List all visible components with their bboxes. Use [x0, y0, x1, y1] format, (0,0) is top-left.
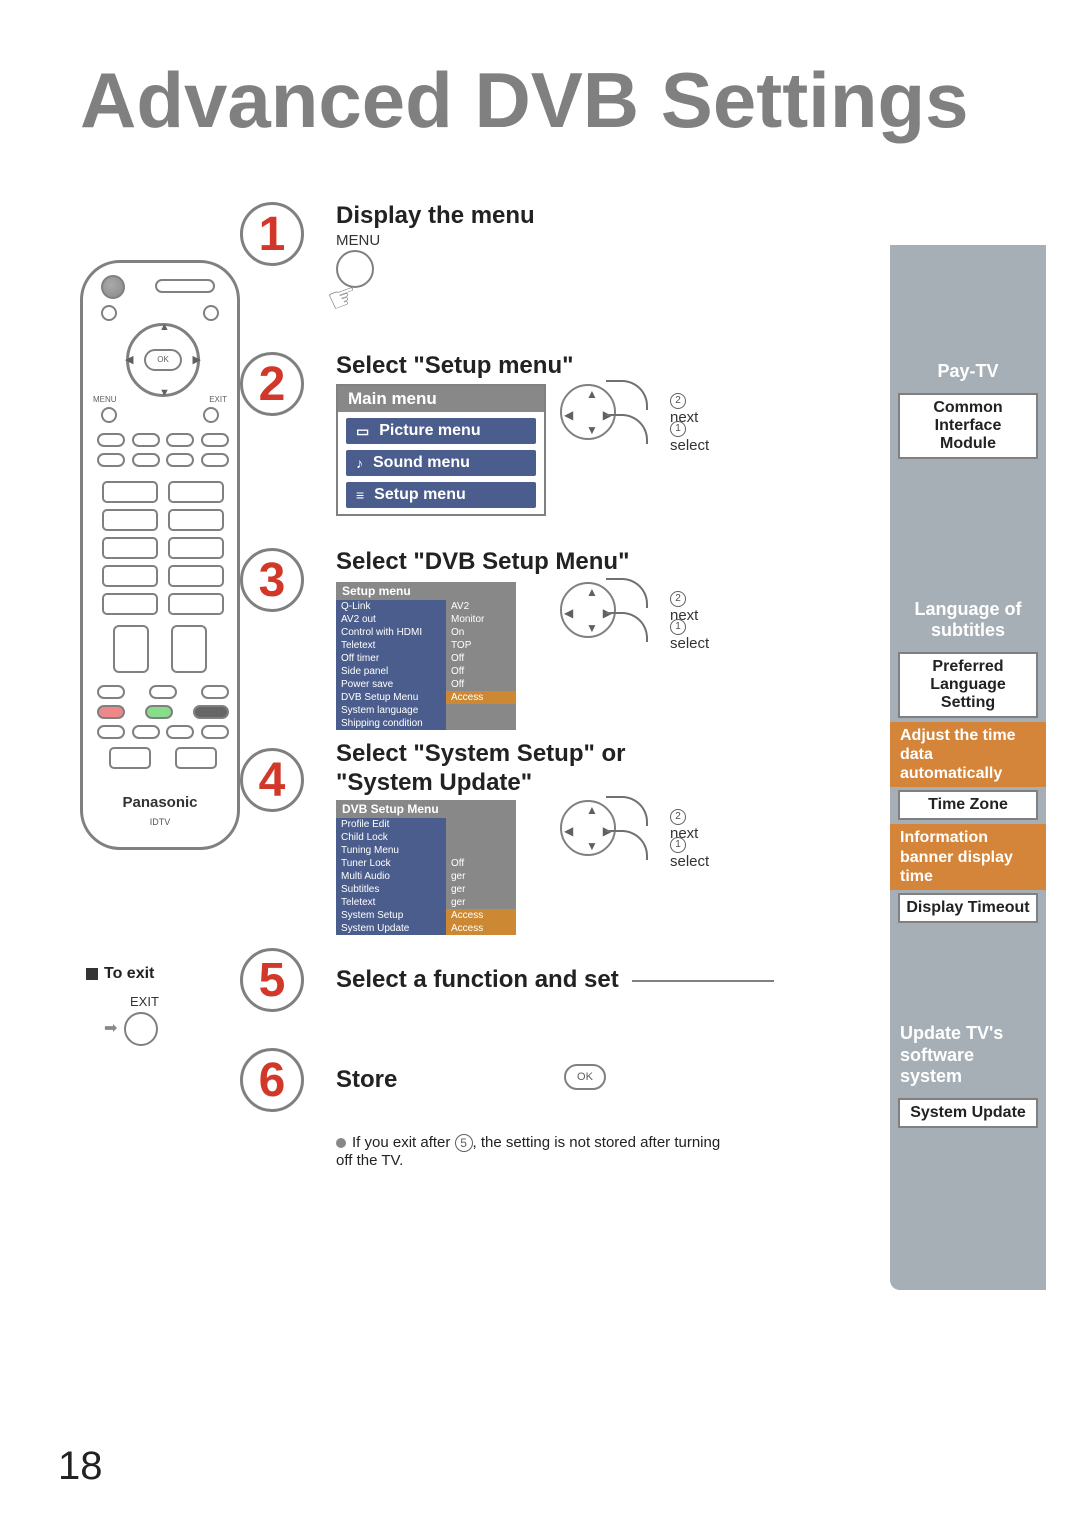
step-4-num: 4 [240, 748, 304, 812]
sidebar-box-sysupdate: System Update [898, 1098, 1038, 1128]
step-1-sub: MENU [336, 232, 380, 249]
power-button [101, 275, 125, 299]
step-3-title: Select "DVB Setup Menu" [336, 548, 629, 576]
arrow-icon: ➡ [104, 1018, 117, 1038]
note-text: If you exit after 5, the setting is not … [336, 1134, 736, 1169]
sidebar-heading-time: Adjust the time data automatically [890, 722, 1046, 788]
ok-button-small: OK [564, 1064, 606, 1090]
step-2-num: 2 [240, 352, 304, 416]
nav-hint: ▲ ▼ ◀ ▶ 2next 1select [560, 800, 616, 856]
ok-button: OK [144, 349, 182, 371]
step-2-title: Select "Setup menu" [336, 352, 573, 380]
brand-label: Panasonic [83, 794, 237, 811]
sidebar-box-timezone: Time Zone [898, 790, 1038, 820]
sidebar-box-langsetting: Preferred Language Setting [898, 652, 1038, 718]
step-4-title: Select "System Setup" or "System Update" [336, 740, 716, 798]
connector-line [632, 980, 774, 982]
menu-label: MENU [93, 395, 117, 404]
nav-hint: ▲ ▼ ◀ ▶ 2next 1select [560, 384, 616, 440]
step-3-num: 3 [240, 548, 304, 612]
step-6-num: 6 [240, 1048, 304, 1112]
sidebar-heading-lang: Language of subtitles [890, 593, 1046, 648]
sidebar-box-timeout: Display Timeout [898, 893, 1038, 923]
exit-button-icon [124, 1012, 158, 1046]
remote-top-pill [155, 279, 215, 293]
exit-label: EXIT [209, 395, 227, 404]
vol-button [113, 625, 149, 673]
step-1-title: Display the menu [336, 202, 535, 230]
bullet-icon [336, 1138, 346, 1148]
dvb-menu-table: DVB Setup Menu Profile EditChild LockTun… [336, 800, 516, 935]
sidebar-box-ci: Common Interface Module [898, 393, 1038, 459]
remote-dot [203, 305, 219, 321]
step-5-title: Select a function and set [336, 966, 619, 994]
main-menu-header: Main menu [338, 386, 544, 412]
exit-text: EXIT [130, 994, 159, 1009]
nav-pad: OK ▲ ▼ ◀ ▶ [126, 323, 200, 397]
exit-button [203, 407, 219, 423]
sidebar: Pay-TV Common Interface Module Language … [890, 240, 1046, 1290]
sidebar-heading-banner: Information banner display time [890, 824, 1046, 890]
page-title: Advanced DVB Settings [0, 0, 1080, 146]
ch-button [171, 625, 207, 673]
page-number: 18 [58, 1444, 103, 1489]
main-menu-box: Main menu ▭Picture menu ♪Sound menu ≡Set… [336, 384, 546, 516]
idtv-label: IDTV [83, 817, 237, 827]
step-6-title: Store [336, 1066, 397, 1094]
menu-item: ♪Sound menu [346, 450, 536, 476]
menu-item: ▭Picture menu [346, 418, 536, 444]
sidebar-heading-paytv: Pay-TV [890, 355, 1046, 389]
step-1-num: 1 [240, 202, 304, 266]
to-exit-label: To exit [86, 965, 154, 983]
step-5-num: 5 [240, 948, 304, 1012]
setup-menu-table: Setup menu Q-LinkAV2AV2 outMonitorContro… [336, 582, 516, 730]
remote-control: OK ▲ ▼ ◀ ▶ MENU EXIT Panasonic IDTV [80, 260, 240, 850]
menu-button [101, 407, 117, 423]
remote-dot [101, 305, 117, 321]
sidebar-heading-update: Update TV's software system [890, 1017, 1046, 1094]
nav-hint: ▲ ▼ ◀ ▶ 2next 1select [560, 582, 616, 638]
menu-item: ≡Setup menu [346, 482, 536, 508]
